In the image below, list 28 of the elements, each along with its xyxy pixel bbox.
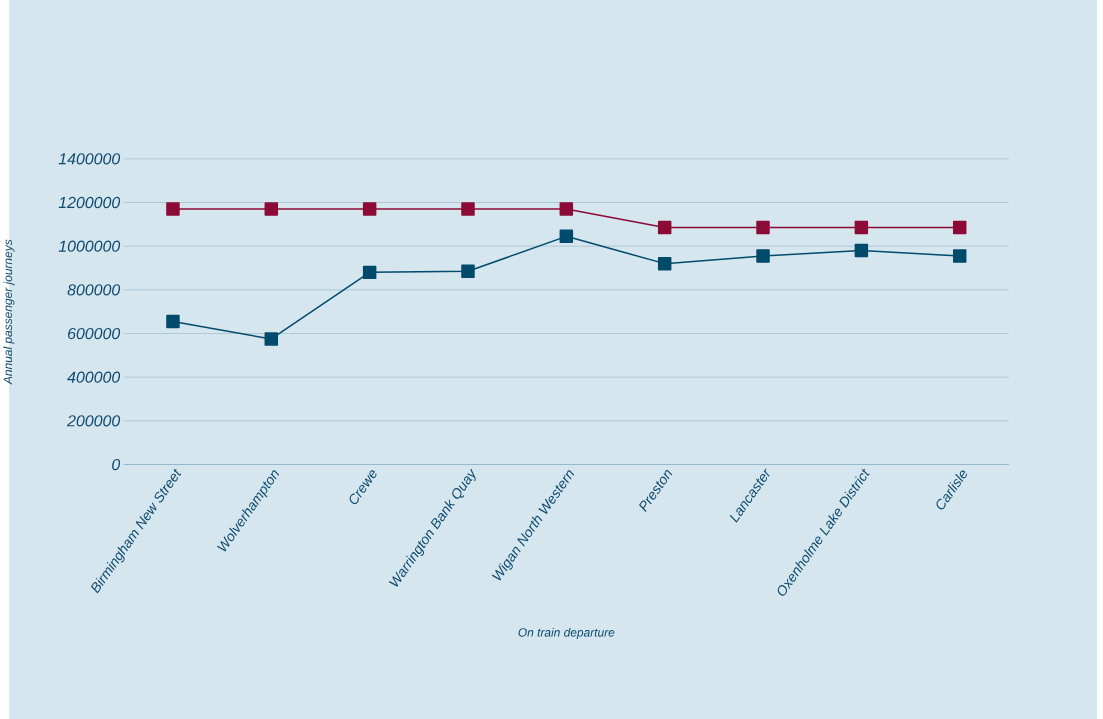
y-tick-label: 400000 [67, 371, 121, 383]
point [461, 264, 475, 278]
y-tick-label: 1200000 [58, 196, 121, 209]
point [362, 265, 377, 279]
point [559, 202, 574, 216]
point [264, 202, 279, 216]
y-tick-label: 1000000 [58, 240, 121, 252]
point [362, 202, 377, 216]
y-axis-title: Annual passenger journeys [3, 239, 15, 385]
point [657, 256, 672, 271]
point [854, 243, 869, 258]
point [166, 202, 180, 216]
point [461, 202, 475, 216]
y-tick-label: 1400000 [58, 153, 121, 165]
point [559, 229, 574, 243]
point [854, 220, 869, 235]
point [952, 220, 967, 235]
y-tick-label: 0 [112, 458, 121, 471]
point [756, 249, 770, 263]
point [657, 220, 672, 235]
y-tick-label: 800000 [67, 284, 121, 296]
point [264, 332, 279, 346]
y-tick-label: 200000 [67, 415, 121, 427]
point [756, 220, 770, 235]
point [952, 249, 967, 263]
y-tick-label: 600000 [68, 327, 121, 340]
x-axis-title: On train departure [518, 627, 615, 639]
point [166, 314, 180, 329]
